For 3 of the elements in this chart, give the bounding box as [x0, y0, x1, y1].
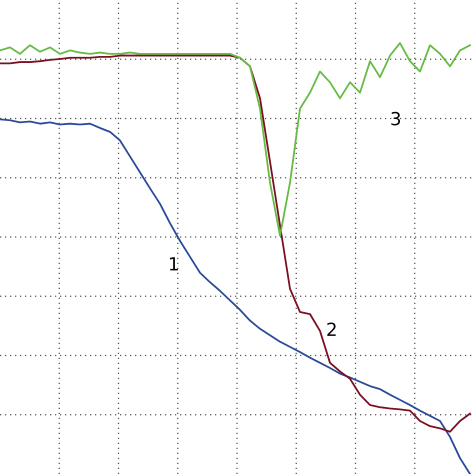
series-label: 2: [327, 322, 336, 336]
series-label: 1: [170, 257, 178, 270]
text: 3: [391, 112, 400, 126]
